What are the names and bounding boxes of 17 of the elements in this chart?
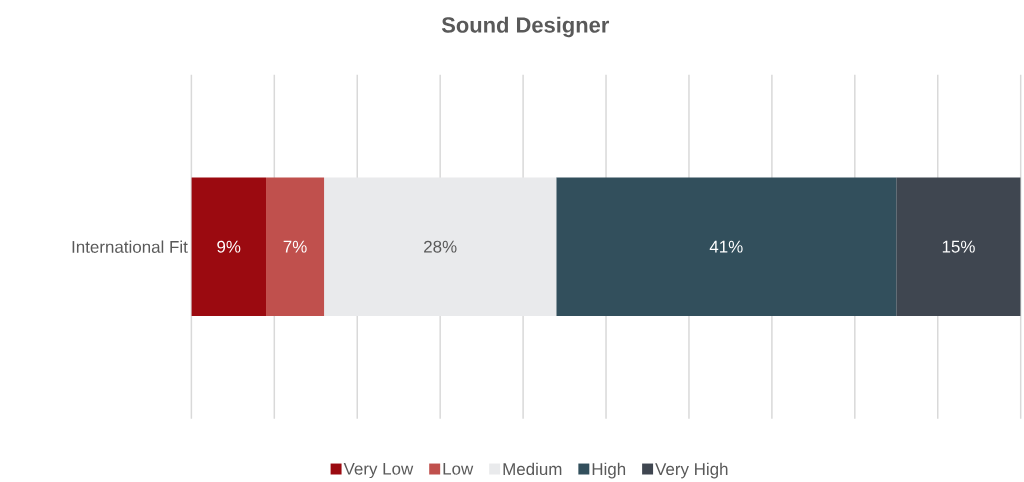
data-label: 15%: [942, 240, 975, 253]
bar: [266, 177, 325, 316]
data-label: 7%: [283, 240, 307, 253]
bar: [191, 177, 267, 316]
y-tick-label: International Fit: [72, 240, 188, 253]
data-label: 9%: [217, 240, 241, 253]
bar: [556, 177, 897, 316]
bar: [324, 177, 557, 316]
legend-label: High: [592, 462, 626, 479]
legend-label: Low: [443, 462, 474, 475]
bar: [896, 177, 1021, 316]
legend-label: Very High: [655, 462, 728, 479]
data-label: 28%: [424, 240, 457, 253]
legend-label: Very Low: [343, 462, 414, 478]
chart-title: Sound Designer: [441, 16, 610, 37]
legend-label: Medium: [503, 462, 562, 475]
data-label: 41%: [709, 240, 743, 253]
